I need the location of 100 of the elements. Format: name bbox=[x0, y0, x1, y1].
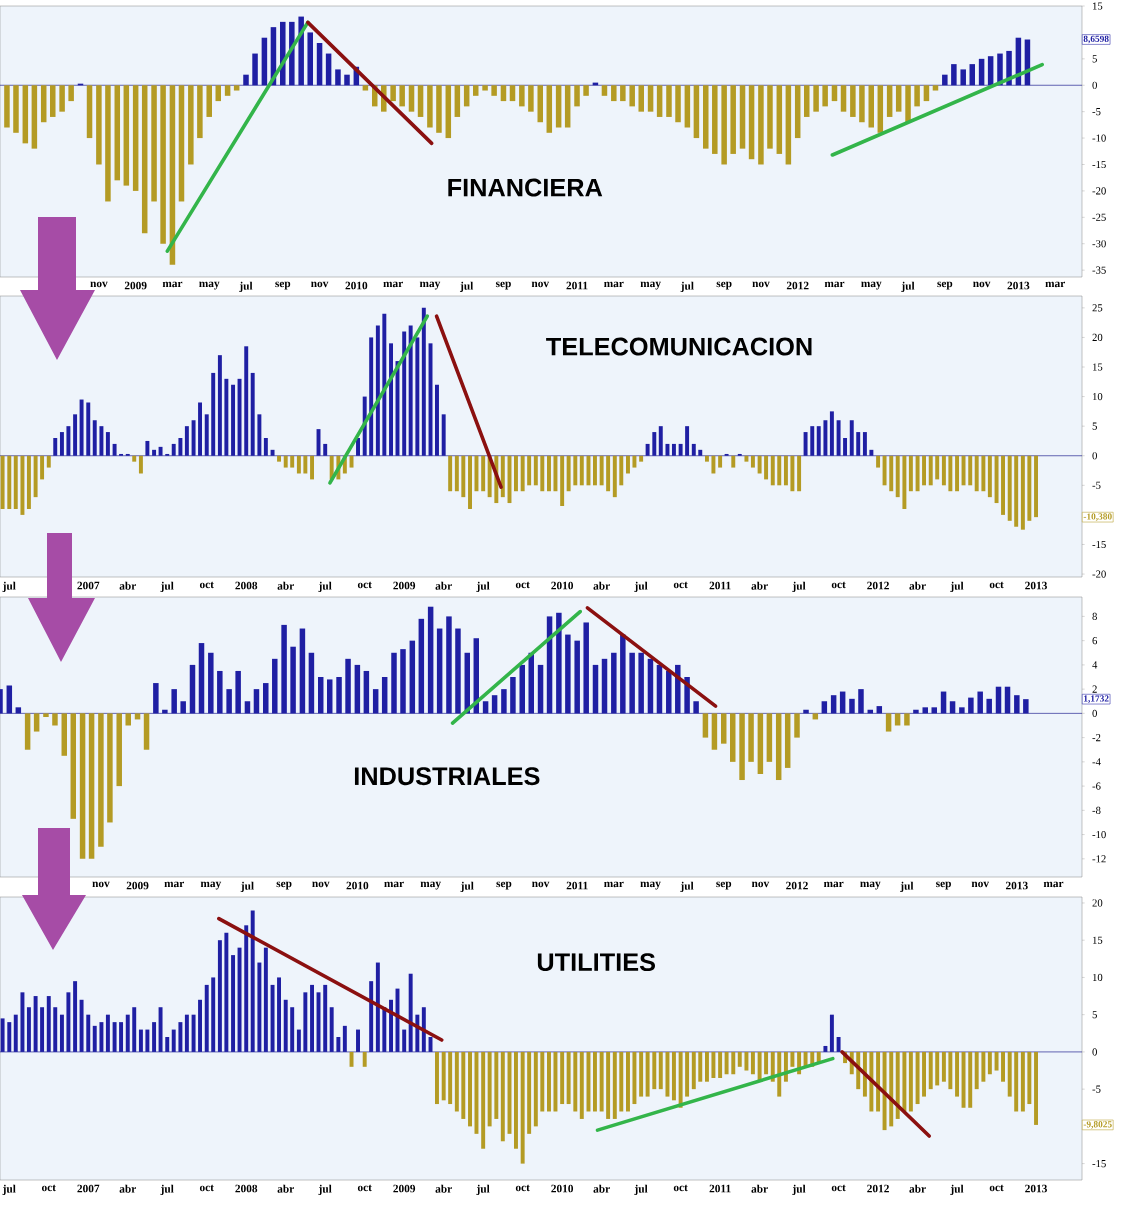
bar bbox=[652, 432, 657, 456]
bar bbox=[895, 1051, 900, 1119]
x-tick-label: jul bbox=[901, 281, 915, 292]
x-tick-label: 2011 bbox=[709, 581, 731, 590]
bar bbox=[151, 85, 157, 202]
x-tick-label: jul bbox=[950, 1184, 964, 1195]
x-tick-label: 2011 bbox=[566, 281, 588, 290]
x-tick-label: mar bbox=[823, 881, 844, 888]
bar bbox=[915, 455, 920, 492]
bar bbox=[310, 455, 315, 480]
bar bbox=[244, 701, 251, 714]
x-tick-label: mar bbox=[162, 281, 183, 288]
bar bbox=[4, 85, 10, 128]
bar bbox=[540, 1051, 545, 1112]
bar bbox=[86, 1014, 91, 1052]
bar bbox=[211, 372, 216, 456]
bar bbox=[625, 1051, 630, 1112]
bar bbox=[336, 1037, 341, 1052]
bar bbox=[869, 449, 874, 456]
bar bbox=[119, 1022, 124, 1052]
bar bbox=[191, 1014, 196, 1052]
bar bbox=[43, 713, 49, 718]
bar bbox=[53, 437, 58, 456]
bar bbox=[445, 85, 452, 139]
bar bbox=[408, 325, 413, 456]
bar bbox=[20, 992, 25, 1052]
bar bbox=[253, 689, 260, 714]
bar bbox=[237, 947, 242, 1052]
x-tick-label: sep bbox=[496, 881, 512, 890]
bar bbox=[685, 1051, 690, 1097]
x-tick-label: 2013 bbox=[1025, 1184, 1047, 1193]
bar bbox=[777, 455, 782, 486]
bar bbox=[382, 313, 387, 456]
bar bbox=[977, 691, 983, 714]
bar bbox=[296, 1029, 301, 1052]
bar bbox=[178, 437, 183, 456]
bar bbox=[730, 85, 736, 154]
x-tick-label: jul bbox=[318, 581, 332, 592]
y-tick-label: -20 bbox=[1092, 570, 1106, 578]
bar bbox=[88, 713, 95, 859]
bar bbox=[79, 399, 84, 456]
x-tick-label: oct bbox=[41, 1184, 56, 1192]
bar bbox=[233, 85, 240, 91]
bar bbox=[354, 664, 361, 714]
bar bbox=[197, 85, 203, 139]
bar bbox=[158, 446, 163, 456]
bar bbox=[905, 85, 911, 123]
bar bbox=[574, 640, 580, 714]
bar bbox=[574, 85, 580, 107]
bar bbox=[675, 664, 681, 714]
bar bbox=[132, 455, 137, 462]
bar bbox=[540, 455, 545, 492]
bar bbox=[764, 455, 769, 480]
bar bbox=[513, 1051, 518, 1149]
bar bbox=[658, 1051, 663, 1090]
bar bbox=[776, 85, 783, 154]
bar bbox=[645, 1051, 650, 1097]
bar bbox=[553, 455, 558, 492]
bar bbox=[70, 713, 77, 819]
bar bbox=[231, 955, 236, 1052]
y-tick-label: 10 bbox=[1092, 973, 1103, 982]
bar bbox=[869, 1051, 874, 1112]
bar bbox=[620, 634, 626, 714]
y-tick-label: 0 bbox=[1092, 1048, 1097, 1056]
bar bbox=[889, 455, 894, 492]
bar bbox=[468, 1051, 472, 1127]
bar bbox=[68, 85, 74, 102]
bar bbox=[693, 85, 700, 139]
bar bbox=[79, 999, 84, 1052]
bar bbox=[720, 713, 727, 744]
bar bbox=[928, 1051, 933, 1090]
bar bbox=[73, 981, 78, 1052]
bar bbox=[712, 85, 718, 154]
bar bbox=[632, 1051, 637, 1105]
bar bbox=[537, 85, 543, 123]
bar bbox=[114, 85, 121, 181]
bar bbox=[813, 85, 819, 112]
x-tick-label: sep bbox=[495, 281, 511, 290]
x-tick-label: abr bbox=[277, 1184, 294, 1193]
x-tick-label: sep bbox=[716, 881, 732, 890]
bar bbox=[303, 455, 308, 474]
bar bbox=[737, 1051, 742, 1067]
bar bbox=[579, 455, 584, 486]
bar bbox=[850, 85, 856, 117]
bar bbox=[26, 1007, 31, 1052]
bar bbox=[528, 85, 534, 112]
bar bbox=[702, 85, 709, 149]
x-tick-label: may bbox=[860, 881, 881, 890]
bar bbox=[24, 713, 31, 750]
bar bbox=[949, 701, 956, 714]
bar bbox=[555, 85, 562, 128]
y-tick-label: 10 bbox=[1092, 392, 1103, 401]
bar bbox=[895, 85, 902, 112]
bar bbox=[349, 1051, 354, 1067]
bar bbox=[31, 85, 38, 149]
bar bbox=[645, 443, 650, 456]
bar bbox=[356, 437, 360, 456]
bar bbox=[601, 85, 608, 96]
y-tick-label: 8 bbox=[1092, 612, 1097, 620]
bar bbox=[959, 707, 965, 714]
